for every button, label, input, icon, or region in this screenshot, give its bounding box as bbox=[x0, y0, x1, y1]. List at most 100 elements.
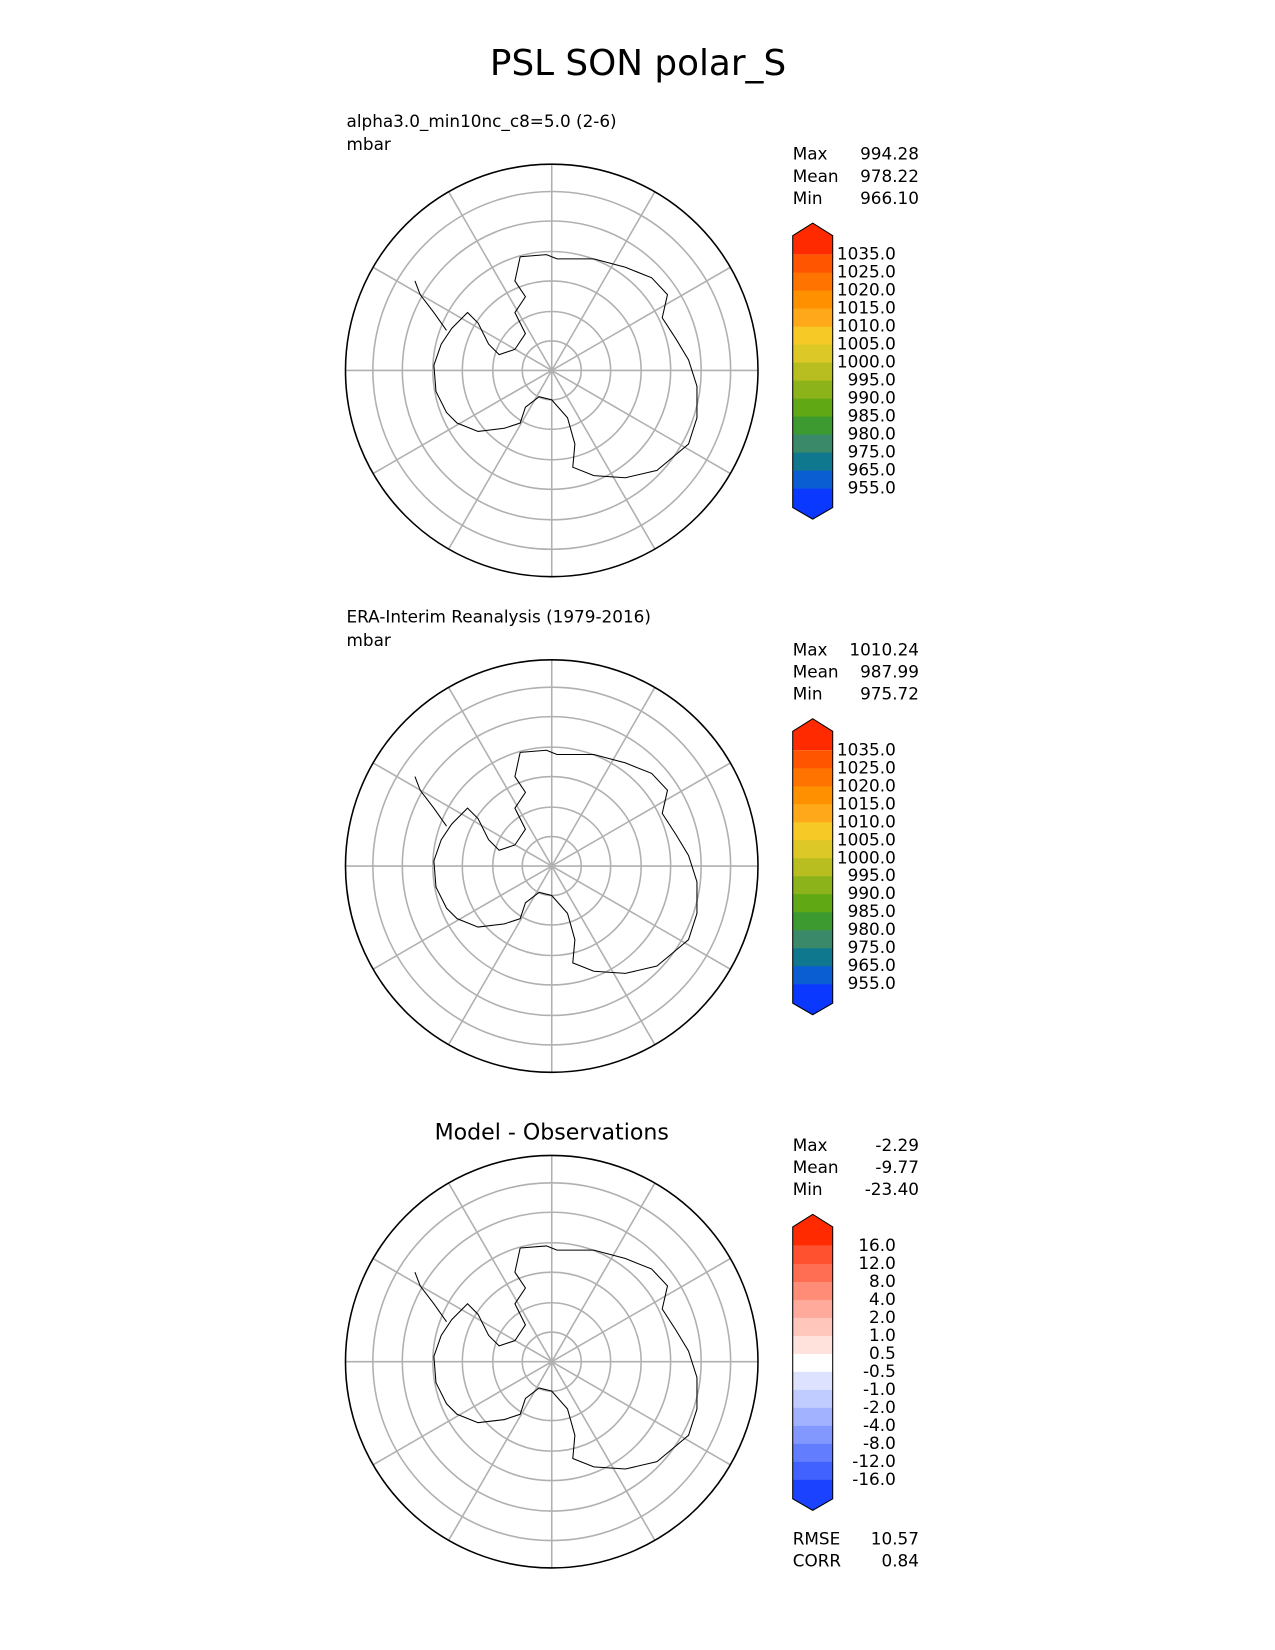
meridian bbox=[372, 369, 553, 475]
colorbar-outline bbox=[792, 1213, 834, 1511]
colorbar-segment bbox=[792, 912, 833, 931]
colorbar-segment bbox=[792, 1461, 833, 1481]
stat-label: Max bbox=[793, 144, 828, 164]
colorbar-segment bbox=[792, 470, 833, 490]
stat-value: 994.28 bbox=[860, 144, 919, 164]
meridian bbox=[551, 865, 731, 970]
meridian bbox=[372, 865, 553, 970]
colorbar-segment bbox=[792, 416, 833, 436]
colorbar-segment bbox=[792, 1443, 833, 1463]
coastline bbox=[433, 1245, 698, 1470]
coastline bbox=[433, 749, 698, 974]
stat-label: Mean bbox=[793, 166, 839, 186]
colorbar-outline bbox=[792, 718, 834, 1016]
colorbar-segment bbox=[792, 1389, 833, 1409]
meridian bbox=[372, 762, 553, 867]
colorbar-label: 1010.0 bbox=[837, 316, 896, 336]
meridian bbox=[551, 1182, 656, 1363]
stat-value: 978.22 bbox=[860, 166, 919, 186]
colorbar-segment bbox=[792, 398, 833, 418]
map-boundary bbox=[344, 1154, 759, 1569]
colorbar-segment bbox=[792, 452, 833, 472]
colorbar-label: 990.0 bbox=[848, 388, 896, 408]
colorbar-segment bbox=[792, 1353, 833, 1373]
colorbar-segment bbox=[792, 290, 833, 310]
colorbar-extension bbox=[792, 1214, 833, 1246]
colorbar-label: 1025.0 bbox=[837, 757, 896, 777]
colorbar-label: 8.0 bbox=[869, 1271, 896, 1291]
colorbar-label: 1005.0 bbox=[837, 829, 896, 849]
colorbar-label: 975.0 bbox=[848, 442, 896, 462]
colorbar-segment bbox=[792, 1281, 833, 1301]
metric-value: 0.84 bbox=[882, 1551, 919, 1571]
meridian bbox=[551, 266, 731, 372]
colorbar-segment bbox=[792, 1335, 833, 1355]
colorbar-label: -8.0 bbox=[863, 1433, 896, 1453]
colorbar-label: 955.0 bbox=[848, 973, 896, 993]
colorbar-label: 985.0 bbox=[848, 901, 896, 921]
stat-value: -9.77 bbox=[875, 1157, 919, 1177]
stat-label: Min bbox=[793, 1179, 823, 1199]
colorbar-label: 990.0 bbox=[848, 883, 896, 903]
colorbar-label: 1000.0 bbox=[837, 352, 896, 372]
colorbar-extension bbox=[792, 984, 833, 1015]
colorbar-segment bbox=[792, 822, 833, 841]
colorbar-segment bbox=[792, 434, 833, 454]
stat-label: Mean bbox=[793, 1157, 839, 1177]
colorbar-label: 2.0 bbox=[869, 1307, 896, 1327]
colorbar-segment bbox=[792, 254, 833, 274]
colorbar-label: 4.0 bbox=[869, 1289, 896, 1309]
panel-title: ERA-Interim Reanalysis (1979-2016) bbox=[347, 607, 651, 627]
colorbar-label: 1035.0 bbox=[837, 739, 896, 759]
stat-value: 966.10 bbox=[860, 188, 919, 208]
colorbar-label: 1020.0 bbox=[837, 775, 896, 795]
colorbar-label: 995.0 bbox=[848, 370, 896, 390]
stat-value: -2.29 bbox=[875, 1135, 919, 1155]
colorbar-segment bbox=[792, 948, 833, 967]
meridian bbox=[447, 1361, 553, 1541]
colorbar-label: 975.0 bbox=[848, 937, 896, 957]
meridian bbox=[551, 1257, 731, 1363]
colorbar-extension bbox=[792, 718, 833, 751]
meridian bbox=[551, 1360, 731, 1466]
polar-map bbox=[344, 659, 759, 1074]
colorbar-label: -16.0 bbox=[852, 1469, 896, 1489]
colorbar-segment bbox=[792, 1371, 833, 1391]
metric-value: 10.57 bbox=[871, 1529, 919, 1549]
colorbar-label: -2.0 bbox=[863, 1397, 896, 1417]
colorbar-segment bbox=[792, 786, 833, 805]
meridian bbox=[551, 762, 731, 867]
colorbar-extension bbox=[792, 488, 833, 520]
stat-value: 987.99 bbox=[860, 661, 919, 681]
stat-label: Mean bbox=[793, 661, 839, 681]
colorbar-label: 12.0 bbox=[858, 1253, 895, 1273]
colorbar-segment bbox=[792, 272, 833, 292]
colorbar-label: 1.0 bbox=[869, 1325, 896, 1345]
panel-title: alpha3.0_min10nc_c8=5.0 (2-6) bbox=[347, 111, 617, 132]
meridian bbox=[447, 865, 553, 1046]
colorbar-label: 1010.0 bbox=[837, 811, 896, 831]
colorbar-label: 995.0 bbox=[848, 865, 896, 885]
colorbar-segment bbox=[792, 1425, 833, 1445]
colorbar-label: 980.0 bbox=[848, 424, 896, 444]
meridian bbox=[551, 370, 656, 550]
colorbar-label: 985.0 bbox=[848, 406, 896, 426]
meridian bbox=[372, 1257, 553, 1363]
colorbar-segment bbox=[792, 750, 833, 769]
meridian bbox=[447, 370, 553, 550]
meridian bbox=[551, 1361, 656, 1541]
colorbar-segment bbox=[792, 804, 833, 823]
colorbar-label: 955.0 bbox=[848, 478, 896, 498]
colorbar-segment bbox=[792, 1299, 833, 1319]
colorbar-label: 16.0 bbox=[858, 1235, 895, 1255]
colorbar-outline bbox=[792, 222, 834, 520]
colorbar-label: 1005.0 bbox=[837, 334, 896, 354]
polar-map bbox=[344, 163, 759, 578]
colorbar-label: 980.0 bbox=[848, 919, 896, 939]
meridian bbox=[447, 1182, 553, 1363]
meridian bbox=[551, 865, 656, 1046]
map-boundary bbox=[344, 659, 759, 1074]
colorbar-label: 0.5 bbox=[869, 1343, 896, 1363]
panel-units: mbar bbox=[347, 134, 391, 154]
